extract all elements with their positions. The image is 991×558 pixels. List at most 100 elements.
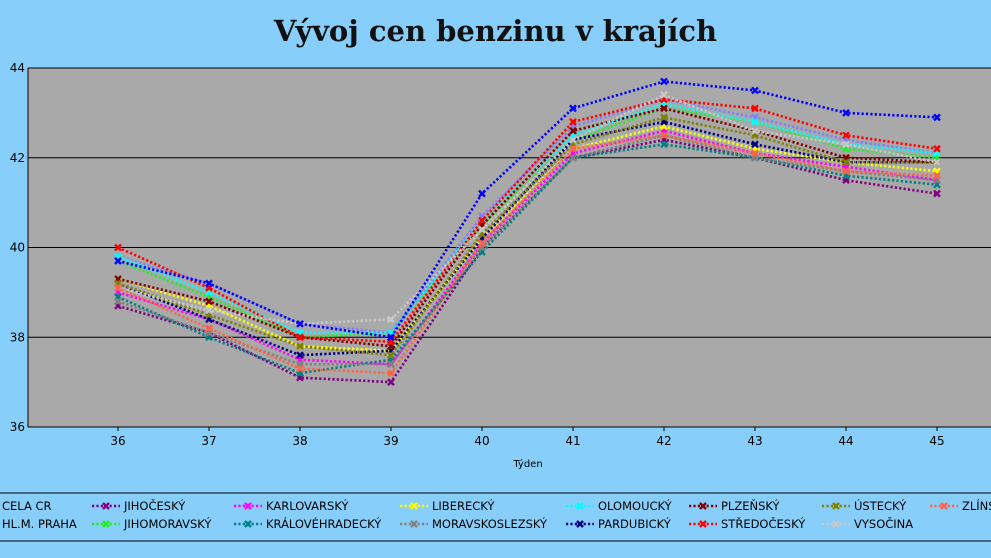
data-point: [660, 91, 668, 99]
data-point: [387, 360, 395, 369]
legend: CELA CR JIHOČESKÝ KARLOVARSKÝ LIBERECKÝ OLOM…: [2, 498, 991, 531]
marker-stroke: [660, 77, 668, 86]
x-tick-label: 43: [747, 434, 762, 448]
marker-stroke: [576, 502, 584, 510]
legend-marker: [940, 502, 948, 510]
marker-stroke: [842, 167, 850, 176]
data-point: [478, 216, 486, 225]
marker-stroke: [114, 297, 122, 306]
marker-stroke: [751, 104, 759, 113]
legend-marker: [410, 502, 418, 510]
marker-stroke: [569, 118, 577, 126]
legend-item: HL.M. PRAHA: [2, 517, 77, 531]
data-point: [205, 324, 213, 333]
marker-stroke: [660, 91, 668, 99]
data-point: [842, 109, 850, 117]
series-layer: [114, 77, 941, 386]
data-point: [387, 351, 395, 360]
legend-label: KRÁLOVÉHRADECKÝ: [266, 516, 382, 531]
marker-stroke: [660, 140, 668, 149]
y-tick-label: 44: [10, 61, 25, 75]
marker-stroke: [478, 239, 486, 247]
data-point: [296, 333, 304, 342]
marker-stroke: [387, 369, 395, 377]
marker-stroke: [244, 520, 252, 528]
legend-item: PARDUBICKÝ: [566, 516, 672, 531]
data-point: [569, 126, 577, 135]
data-point: [296, 319, 304, 328]
legend-marker: [832, 502, 840, 510]
legend-item: KRÁLOVÉHRADECKÝ: [234, 516, 382, 531]
legend-item: OLOMOUCKÝ: [566, 498, 673, 513]
marker-stroke: [478, 216, 486, 225]
data-point: [933, 189, 941, 198]
marker-stroke: [296, 333, 304, 342]
data-point: [114, 257, 122, 265]
marker-stroke: [478, 189, 486, 198]
marker-stroke: [244, 502, 252, 510]
x-tick-label: 38: [292, 434, 307, 448]
series-line: [117, 116, 937, 357]
marker-stroke: [102, 502, 110, 510]
marker-stroke: [933, 171, 941, 180]
data-point: [478, 189, 486, 198]
marker-stroke: [205, 306, 213, 315]
marker-stroke: [751, 149, 759, 158]
data-point: [660, 77, 668, 86]
series-line: [117, 133, 938, 366]
data-point: [569, 153, 577, 162]
marker-stroke: [387, 360, 395, 369]
marker-stroke: [933, 189, 941, 198]
data-point: [569, 135, 577, 144]
legend-marker: [410, 520, 418, 528]
data-point: [751, 140, 759, 149]
legend-label: PLZEŇSKÝ: [721, 498, 781, 513]
x-tick-label: 44: [838, 434, 853, 448]
y-tick-label: 42: [10, 151, 25, 165]
legend-marker: [244, 520, 252, 528]
legend-label: PARDUBICKÝ: [598, 516, 672, 531]
data-point: [205, 279, 213, 288]
marker-stroke: [296, 342, 304, 351]
legend-item: VYSOČINA: [822, 516, 913, 531]
data-point: [751, 149, 759, 158]
legend-marker: [699, 520, 707, 528]
marker-stroke: [569, 153, 577, 162]
marker-stroke: [296, 364, 304, 373]
marker-stroke: [940, 502, 948, 510]
marker-stroke: [296, 351, 304, 360]
legend-label: JIHOČESKÝ: [123, 498, 186, 513]
legend-item: CELA CR: [2, 499, 52, 513]
legend-label: KARLOVARSKÝ: [266, 498, 349, 513]
marker-stroke: [660, 104, 668, 113]
marker-stroke: [387, 351, 395, 360]
data-point: [114, 297, 122, 306]
marker-stroke: [933, 158, 941, 167]
series-line: [117, 133, 938, 375]
data-point: [751, 118, 759, 126]
data-point: [569, 104, 577, 113]
legend-label: CELA CR: [2, 499, 52, 513]
marker-stroke: [387, 378, 395, 386]
data-point: [296, 351, 304, 360]
marker-stroke: [569, 126, 577, 135]
series-line: [117, 138, 938, 384]
legend-item: MORAVSKOSLEZSKÝ: [400, 516, 548, 531]
x-tick-label: 37: [201, 434, 216, 448]
data-point: [751, 86, 759, 95]
marker-stroke: [569, 144, 577, 153]
data-point: [387, 315, 395, 324]
data-point: [660, 104, 668, 113]
marker-stroke: [410, 520, 418, 528]
legend-item: ZLÍNSKÝ: [930, 498, 991, 513]
series-line: [117, 102, 938, 335]
series-line: [117, 129, 938, 366]
legend-label: VYSOČINA: [854, 516, 913, 531]
marker-stroke: [832, 502, 840, 510]
data-point: [842, 140, 850, 149]
x-tick-label: 42: [656, 434, 671, 448]
data-point: [660, 140, 668, 149]
series-jihlava: [114, 77, 941, 342]
legend-label: ÚSTECKÝ: [854, 498, 907, 513]
marker-stroke: [842, 131, 850, 140]
